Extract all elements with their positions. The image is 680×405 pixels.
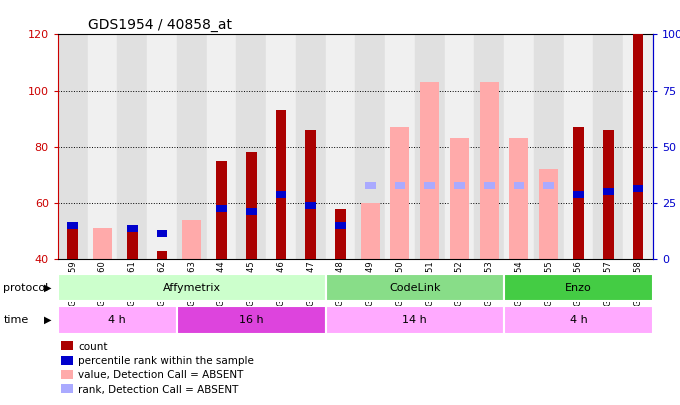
Bar xyxy=(504,34,534,259)
Bar xyxy=(484,181,494,189)
Text: GDS1954 / 40858_at: GDS1954 / 40858_at xyxy=(88,18,233,32)
Bar xyxy=(156,251,167,259)
Text: Affymetrix: Affymetrix xyxy=(163,283,221,292)
Bar xyxy=(632,185,643,192)
Bar xyxy=(67,222,78,229)
Text: rank, Detection Call = ABSENT: rank, Detection Call = ABSENT xyxy=(78,385,239,394)
Bar xyxy=(479,82,498,259)
Text: ▶: ▶ xyxy=(44,315,52,325)
Text: protocol: protocol xyxy=(3,283,49,292)
Bar xyxy=(632,34,643,259)
Bar xyxy=(326,306,504,334)
Bar xyxy=(156,230,167,237)
Text: count: count xyxy=(78,342,107,352)
Bar xyxy=(177,34,207,259)
Bar xyxy=(364,181,375,189)
Bar xyxy=(177,306,326,334)
Bar xyxy=(326,274,504,301)
Bar xyxy=(504,306,653,334)
Bar xyxy=(305,130,316,259)
Bar xyxy=(593,34,623,259)
Bar xyxy=(602,188,613,195)
Bar xyxy=(450,139,469,259)
Bar xyxy=(445,34,475,259)
Bar xyxy=(513,181,524,189)
Bar xyxy=(424,181,435,189)
Bar xyxy=(335,209,345,259)
Bar xyxy=(305,202,316,209)
Text: ▶: ▶ xyxy=(44,283,52,292)
Bar xyxy=(335,222,345,229)
Text: value, Detection Call = ABSENT: value, Detection Call = ABSENT xyxy=(78,371,243,380)
Bar xyxy=(623,34,653,259)
Text: 4 h: 4 h xyxy=(570,315,588,325)
Text: 4 h: 4 h xyxy=(108,315,126,325)
Bar xyxy=(543,181,554,189)
Bar xyxy=(93,228,112,259)
Bar xyxy=(390,127,409,259)
Bar xyxy=(275,110,286,259)
Bar xyxy=(394,181,405,189)
Bar xyxy=(420,82,439,259)
Bar xyxy=(326,34,355,259)
Bar xyxy=(539,169,558,259)
Bar xyxy=(127,225,137,232)
Bar xyxy=(246,152,256,259)
Bar xyxy=(266,34,296,259)
Bar xyxy=(602,130,613,259)
Bar xyxy=(237,34,266,259)
Bar xyxy=(127,228,137,259)
Text: time: time xyxy=(3,315,29,325)
Text: 16 h: 16 h xyxy=(239,315,263,325)
Bar xyxy=(573,127,583,259)
Bar xyxy=(360,203,379,259)
Bar xyxy=(475,34,504,259)
Bar xyxy=(275,191,286,198)
Text: percentile rank within the sample: percentile rank within the sample xyxy=(78,356,254,366)
Bar xyxy=(509,139,528,259)
Text: 14 h: 14 h xyxy=(403,315,427,325)
Text: Enzo: Enzo xyxy=(565,283,592,292)
Bar xyxy=(454,181,465,189)
Bar xyxy=(216,161,227,259)
Bar xyxy=(67,228,78,259)
Bar xyxy=(147,34,177,259)
Bar xyxy=(355,34,385,259)
Bar xyxy=(573,191,583,198)
Bar xyxy=(385,34,415,259)
Bar xyxy=(118,34,147,259)
Text: CodeLink: CodeLink xyxy=(389,283,441,292)
Bar xyxy=(207,34,237,259)
Bar xyxy=(216,205,227,212)
Bar xyxy=(182,220,201,259)
Bar xyxy=(58,274,326,301)
Bar xyxy=(504,274,653,301)
Bar xyxy=(88,34,118,259)
Bar xyxy=(564,34,593,259)
Bar xyxy=(58,34,88,259)
Bar xyxy=(58,306,177,334)
Bar xyxy=(534,34,564,259)
Bar xyxy=(296,34,326,259)
Bar xyxy=(246,208,256,215)
Bar xyxy=(415,34,445,259)
